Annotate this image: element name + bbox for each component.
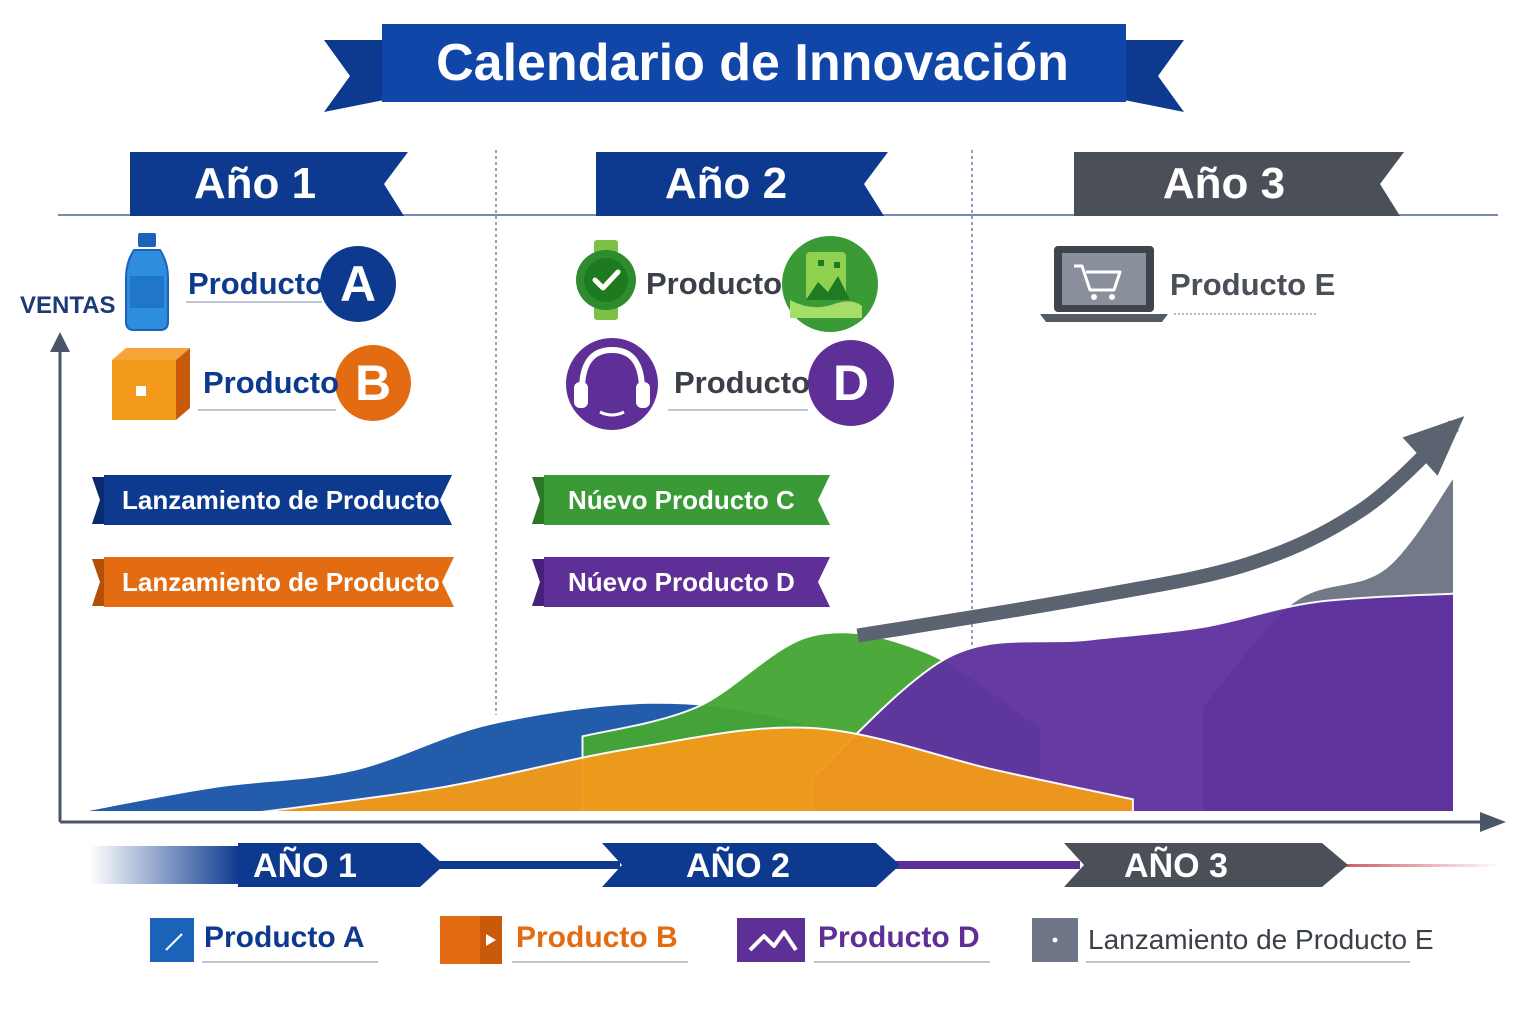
title-banner: [382, 24, 1126, 102]
product-a-badge: [320, 246, 396, 322]
green-landscape-card-icon: [782, 236, 878, 332]
laptop-cart-icon: [1040, 246, 1168, 322]
orange-box-play-icon: [440, 916, 502, 964]
water-bottle-icon: [125, 233, 169, 331]
legend-product-a: Producto A: [204, 921, 365, 954]
blue-square-icon: [150, 918, 194, 962]
area-series-4: [810, 592, 1455, 813]
year-3-header: Año 3: [1162, 159, 1286, 208]
title-banner-right-tail: [1124, 40, 1184, 112]
y-axis-arrowhead: [50, 332, 70, 352]
ribbon-new-c-text: Núevo Producto C: [568, 485, 795, 515]
product-b-letter: B: [354, 355, 392, 411]
product-d-letter: D: [832, 355, 870, 411]
legend-product-b: Producto B: [516, 921, 678, 954]
timeline-year-3-arrow: [1064, 843, 1348, 887]
growth-trend-arrow: [856, 416, 1465, 643]
timeline-year-2-arrow: [602, 843, 900, 887]
sales-area-chart: [77, 472, 1455, 813]
legend-launch-e: Lanzamiento de Producto E: [1088, 924, 1434, 955]
ribbon-new-d: [532, 557, 830, 607]
orange-box-icon: [112, 348, 190, 420]
x-axis-arrowhead: [1480, 812, 1506, 832]
ribbon-new-d-text: Núevo Producto D: [568, 567, 795, 597]
trend-arrow-shaft: [856, 420, 1459, 643]
product-d-label: Producto: [674, 365, 811, 400]
purple-mountain-icon: [737, 918, 805, 962]
area-series-2: [261, 726, 1134, 813]
year-2-header-flag: [596, 152, 888, 216]
product-b-badge: [335, 345, 411, 421]
trend-arrow-head: [1402, 416, 1465, 476]
product-b-label: Producto: [203, 365, 340, 400]
y-axis-label: VENTAS: [20, 292, 116, 319]
ribbon-new-c: [532, 475, 830, 525]
timeline-connector-1: [420, 861, 620, 869]
ribbon-launch-a-text: Lanzamiento de Producto A: [122, 485, 465, 515]
x-tick-year-2: AÑO 2: [686, 847, 790, 885]
title-banner-left-tail: [324, 40, 384, 112]
year-1-header-flag: [130, 152, 408, 216]
product-c-label: Producto: [646, 266, 783, 301]
legend-product-d: Producto D: [818, 921, 980, 954]
smartwatch-check-icon: [576, 240, 636, 320]
timeline-fade-right: [1330, 864, 1500, 867]
timeline-year-1-arrow: [238, 843, 444, 887]
year-2-header: Año 2: [664, 159, 788, 208]
year-3-header-flag: [1074, 152, 1404, 216]
gray-square-icon: [1032, 918, 1078, 962]
ribbon-launch-b: [92, 557, 454, 607]
ribbon-launch-a: [92, 475, 452, 525]
x-tick-year-3: AÑO 3: [1124, 847, 1228, 885]
headphones-icon: [566, 338, 658, 430]
product-a-label: Producto: [188, 266, 325, 301]
ribbon-launch-b-text: Lanzamiento de Producto B: [122, 567, 466, 597]
year-1-header: Año 1: [193, 159, 317, 208]
product-d-badge: [808, 340, 894, 426]
timeline-fade-left: [90, 846, 240, 884]
product-e-label: Producto E: [1170, 267, 1336, 302]
page-title: Calendario de Innovación: [436, 34, 1069, 92]
timeline-connector-2: [880, 861, 1080, 869]
product-a-letter: A: [339, 256, 377, 312]
x-tick-year-1: AÑO 1: [253, 847, 357, 885]
